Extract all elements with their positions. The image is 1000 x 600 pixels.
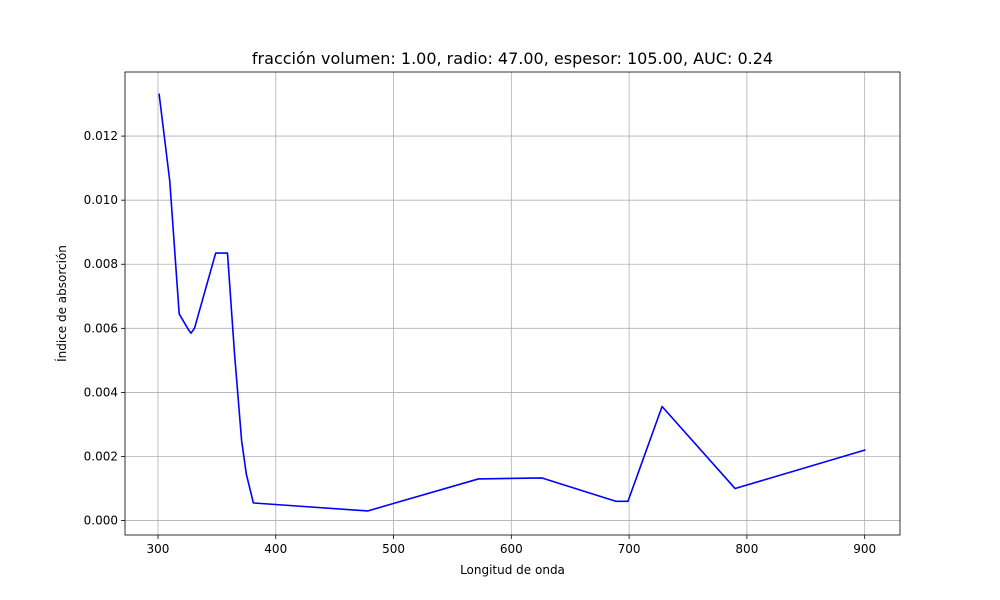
y-tick-label: 0.002 (84, 449, 118, 463)
x-tick-label: 900 (853, 542, 876, 556)
x-tick-label: 700 (618, 542, 641, 556)
y-axis-label: Índice de absorción (54, 245, 69, 362)
x-tick-label: 300 (147, 542, 170, 556)
y-tick-label: 0.006 (84, 321, 118, 335)
y-tick-label: 0.004 (84, 385, 118, 399)
series-line (158, 93, 866, 512)
x-tick-label: 800 (735, 542, 758, 556)
chart-title: fracción volumen: 1.00, radio: 47.00, es… (252, 49, 773, 68)
ticks: 300 400 500 600 700 800 900 0.000 0.002 0.004 0.00… (84, 129, 876, 556)
y-tick-label: 0.010 (84, 193, 118, 207)
x-tick-label: 500 (382, 542, 405, 556)
y-tick-label: 0.008 (84, 257, 118, 271)
plot-frame (124, 71, 901, 536)
grid (125, 72, 900, 535)
y-tick-label: 0.000 (84, 514, 118, 528)
y-tick-label: 0.012 (84, 129, 118, 143)
x-axis-label: Longitud de onda (460, 563, 565, 577)
x-tick-label: 400 (264, 542, 287, 556)
series-layer (158, 93, 866, 512)
x-tick-label: 600 (500, 542, 523, 556)
